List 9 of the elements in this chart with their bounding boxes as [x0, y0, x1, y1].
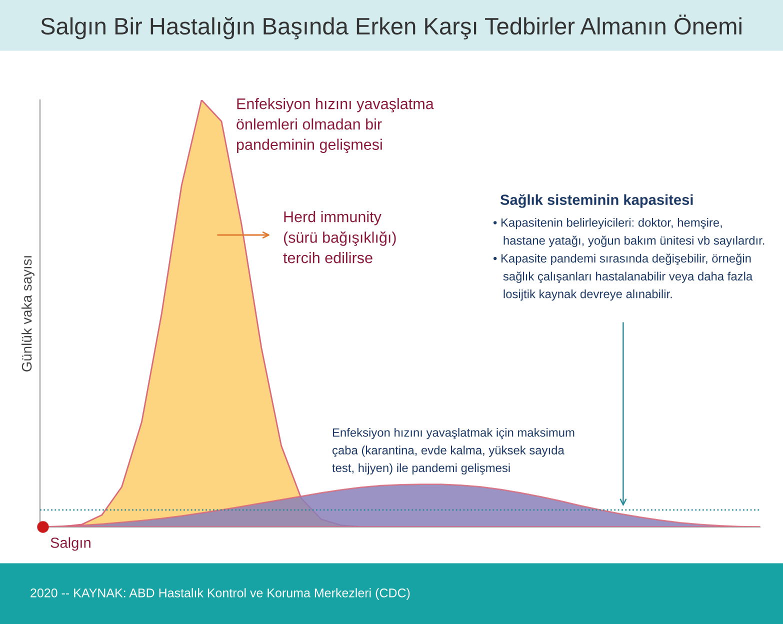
text: 2020 -- KAYNAK: ABD Hastalık Kontrol ve Koruma Merkezleri (CDC)	[30, 588, 410, 600]
text: Salgın	[50, 537, 90, 551]
chart-title: Salgın Bir Hastalığın Başında Erken Karşı Tedbirler Almanın Önemi	[41, 14, 742, 40]
annotation: Sağlık sisteminin kapasitesi	[500, 194, 693, 208]
annotation: Enfeksiyon hızını yavaşlatmak için maksimum çaba (karantina, evde kalma, yüksek sayıda test, hijyen) ile pandemi gelişmesi	[332, 428, 574, 475]
y-axis-title: Günlük vaka sayısı	[21, 256, 34, 372]
annotation: Enfeksiyon hızını yavaşlatma önlemleri olmadan bir pandeminin gelişmesi	[236, 98, 434, 154]
annotation: • Kapasitenin belirleyicileri: doktor, hemşire, hastane yatağı, yoğun bakım ünitesi vb sayılardır. • Kapasite pandemi sırasında değişebilir, örneğin sağlık çalışanları hastalanabilir veya daha fazla losijtik kaynak devreye alınabilir.	[493, 218, 764, 301]
annotation: Herd immunity (sürü bağışıklığı) tercih edilirse	[283, 211, 396, 264]
